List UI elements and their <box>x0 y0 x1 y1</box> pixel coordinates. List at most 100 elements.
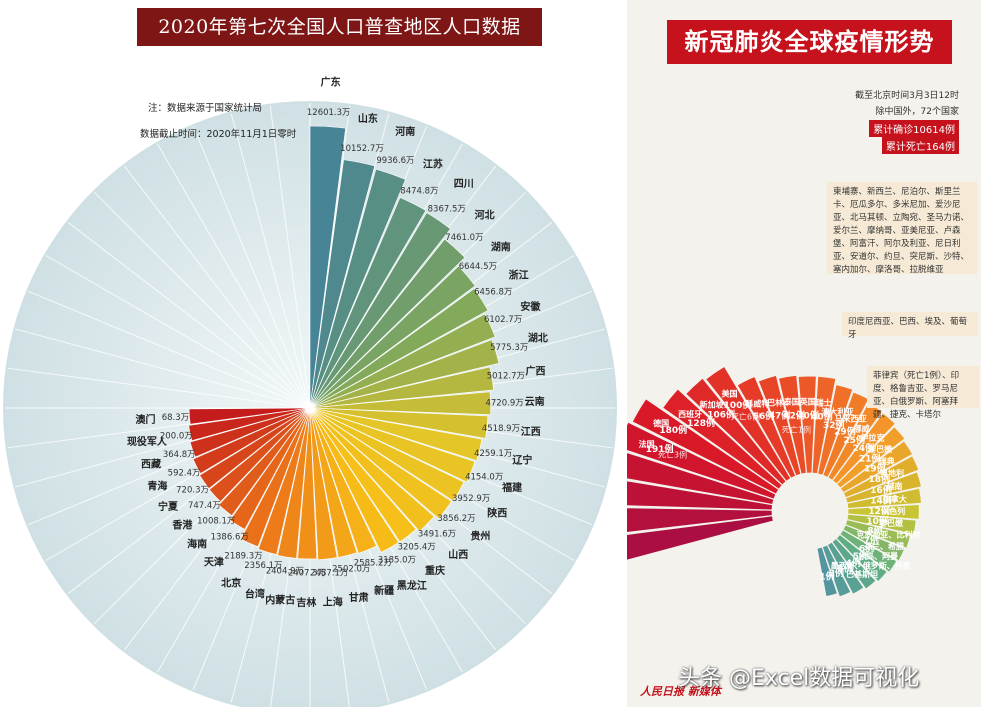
population-value-label: 7461.0万 <box>445 233 483 243</box>
population-bar <box>309 407 465 502</box>
population-value-label: 12601.3万 <box>307 108 351 118</box>
page-title: 2020年第七次全国人口普查地区人口数据 <box>137 8 542 46</box>
region-name-label: 广西 <box>525 364 545 377</box>
case-count-bar <box>839 440 914 494</box>
covid-chart-panel: 4812例韩国死亡22例2036例意大利死亡52例1501例伊朗死亡66例980… <box>627 0 981 707</box>
country-name-label: 冰岛、阿曼 <box>858 551 898 561</box>
country-name-label: 法国 <box>639 439 655 449</box>
country-name-label: 马来西亚 <box>835 414 867 424</box>
case-count-bar <box>847 504 920 520</box>
radial-grid-line <box>192 126 311 409</box>
population-value-label: 2356.1万 <box>244 561 282 571</box>
region-name-label: 浙江 <box>509 269 529 282</box>
population-value-label: 747.4万 <box>188 501 221 511</box>
case-count-label: 47例 <box>769 410 791 422</box>
country-name-label: 芬兰、希腊 <box>863 541 904 551</box>
population-value-label: 364.8万 <box>163 450 196 460</box>
country-name-label: 泰国 <box>783 397 800 407</box>
country-name-label: 科威特 <box>745 398 769 408</box>
case-count-bar <box>627 515 774 561</box>
country-name-label: 德国 <box>653 418 669 428</box>
case-count-bar <box>821 544 852 598</box>
case-count-label: 2例 <box>829 567 844 579</box>
country-name-label: 加拿大 <box>882 494 907 504</box>
case-count-bar <box>839 529 898 573</box>
population-chart-panel: 12601.3万 广东 10152.7万 山东 9936.6万 河南 8474.8万 江苏 83… <box>3 8 617 707</box>
country-name-label: 克罗地亚、比利时 <box>856 530 920 540</box>
covid-country-count-note: 除中国外，72个国家 <box>875 107 959 117</box>
case-count-bar <box>627 421 777 500</box>
region-name-label: 安徽 <box>520 300 541 313</box>
population-bar <box>309 407 377 554</box>
case-count-label: 21例 <box>859 452 881 464</box>
case-count-bar <box>817 384 854 476</box>
case-count-label: 56例 <box>753 410 775 422</box>
radial-grid-line <box>269 105 311 409</box>
population-value-label: 2407.3万 <box>288 568 326 578</box>
case-count-bar <box>705 365 792 482</box>
case-count-bar <box>835 534 888 583</box>
region-name-label: 河南 <box>395 125 415 138</box>
country-name-label: 越南 <box>886 481 903 491</box>
population-bar <box>309 407 483 462</box>
covid-radial-chart: 4812例韩国死亡22例2036例意大利死亡52例1501例伊朗死亡66例980… <box>627 365 922 598</box>
region-name-label: 云南 <box>525 395 545 408</box>
population-bar <box>309 407 417 543</box>
country-name-label: 黎巴嫩 <box>879 518 904 528</box>
population-value-label: 10152.7万 <box>340 144 384 154</box>
region-name-label: 上海 <box>323 596 343 609</box>
population-bar <box>199 407 311 490</box>
population-value-label: 3491.6万 <box>418 529 456 539</box>
population-value-label: 3185.0万 <box>378 555 416 565</box>
region-name-label: 内蒙古 <box>265 594 295 607</box>
country-name-label: 瑞士 <box>816 397 832 407</box>
country-name-label: 伊拉克 <box>859 432 884 442</box>
population-bar <box>309 407 435 532</box>
population-bar <box>309 407 476 483</box>
population-bar <box>309 168 406 409</box>
radial-grid-line <box>157 143 311 409</box>
region-name-label: 重庆 <box>425 564 445 577</box>
region-name-label: 河北 <box>475 208 495 221</box>
region-name-label: 贵州 <box>470 530 490 543</box>
country-name-label: 西班牙 <box>678 409 702 419</box>
region-name-label: 现役军人 <box>127 435 168 448</box>
radial-grid-line <box>15 328 311 409</box>
population-bar <box>277 407 311 559</box>
region-name-label: 香港 <box>172 519 193 532</box>
population-value-label: 6456.8万 <box>474 287 512 297</box>
countries-2-case-box: 印度尼西亚、巴西、埃及、葡萄牙 <box>842 312 978 340</box>
population-bar <box>309 313 496 409</box>
population-bar <box>188 407 311 441</box>
case-count-label: 18例 <box>869 473 891 485</box>
case-count-label: 4例 <box>846 557 861 569</box>
region-name-label: 甘肃 <box>349 591 369 604</box>
case-count-bar <box>627 452 775 505</box>
region-name-label: 吉林 <box>296 596 317 609</box>
radial-grid-line <box>28 290 311 409</box>
population-value-label: 3856.2万 <box>437 514 475 524</box>
population-value-label: 2585.2万 <box>354 558 392 568</box>
case-count-label: 25例 <box>843 434 865 446</box>
case-count-bar <box>846 487 922 509</box>
population-bar <box>297 407 318 560</box>
region-name-label: 海南 <box>187 537 207 550</box>
population-bar <box>188 407 311 425</box>
case-count-label: 6例 <box>859 542 874 554</box>
population-value-label: 5775.3万 <box>490 343 528 353</box>
case-count-bar <box>631 398 780 495</box>
case-count-label: 3例 <box>838 563 853 575</box>
region-name-label: 山东 <box>358 112 378 125</box>
radial-grid-line <box>45 255 311 409</box>
population-value-label: 2404.9万 <box>266 566 304 576</box>
case-count-label: 5例 <box>853 550 868 562</box>
country-name-label: 新加坡 <box>700 399 725 409</box>
region-name-label: 新疆 <box>374 584 394 597</box>
case-count-bar <box>778 374 807 475</box>
case-count-label: 42例 <box>783 409 805 421</box>
country-name-label: 瑞典 <box>879 456 895 466</box>
case-count-bar <box>846 513 917 535</box>
data-date-note: 数据截止时间：2020年11月1日零时 <box>140 129 297 140</box>
case-count-label: 191例 <box>646 443 674 455</box>
population-value-label: 4518.9万 <box>482 424 520 434</box>
